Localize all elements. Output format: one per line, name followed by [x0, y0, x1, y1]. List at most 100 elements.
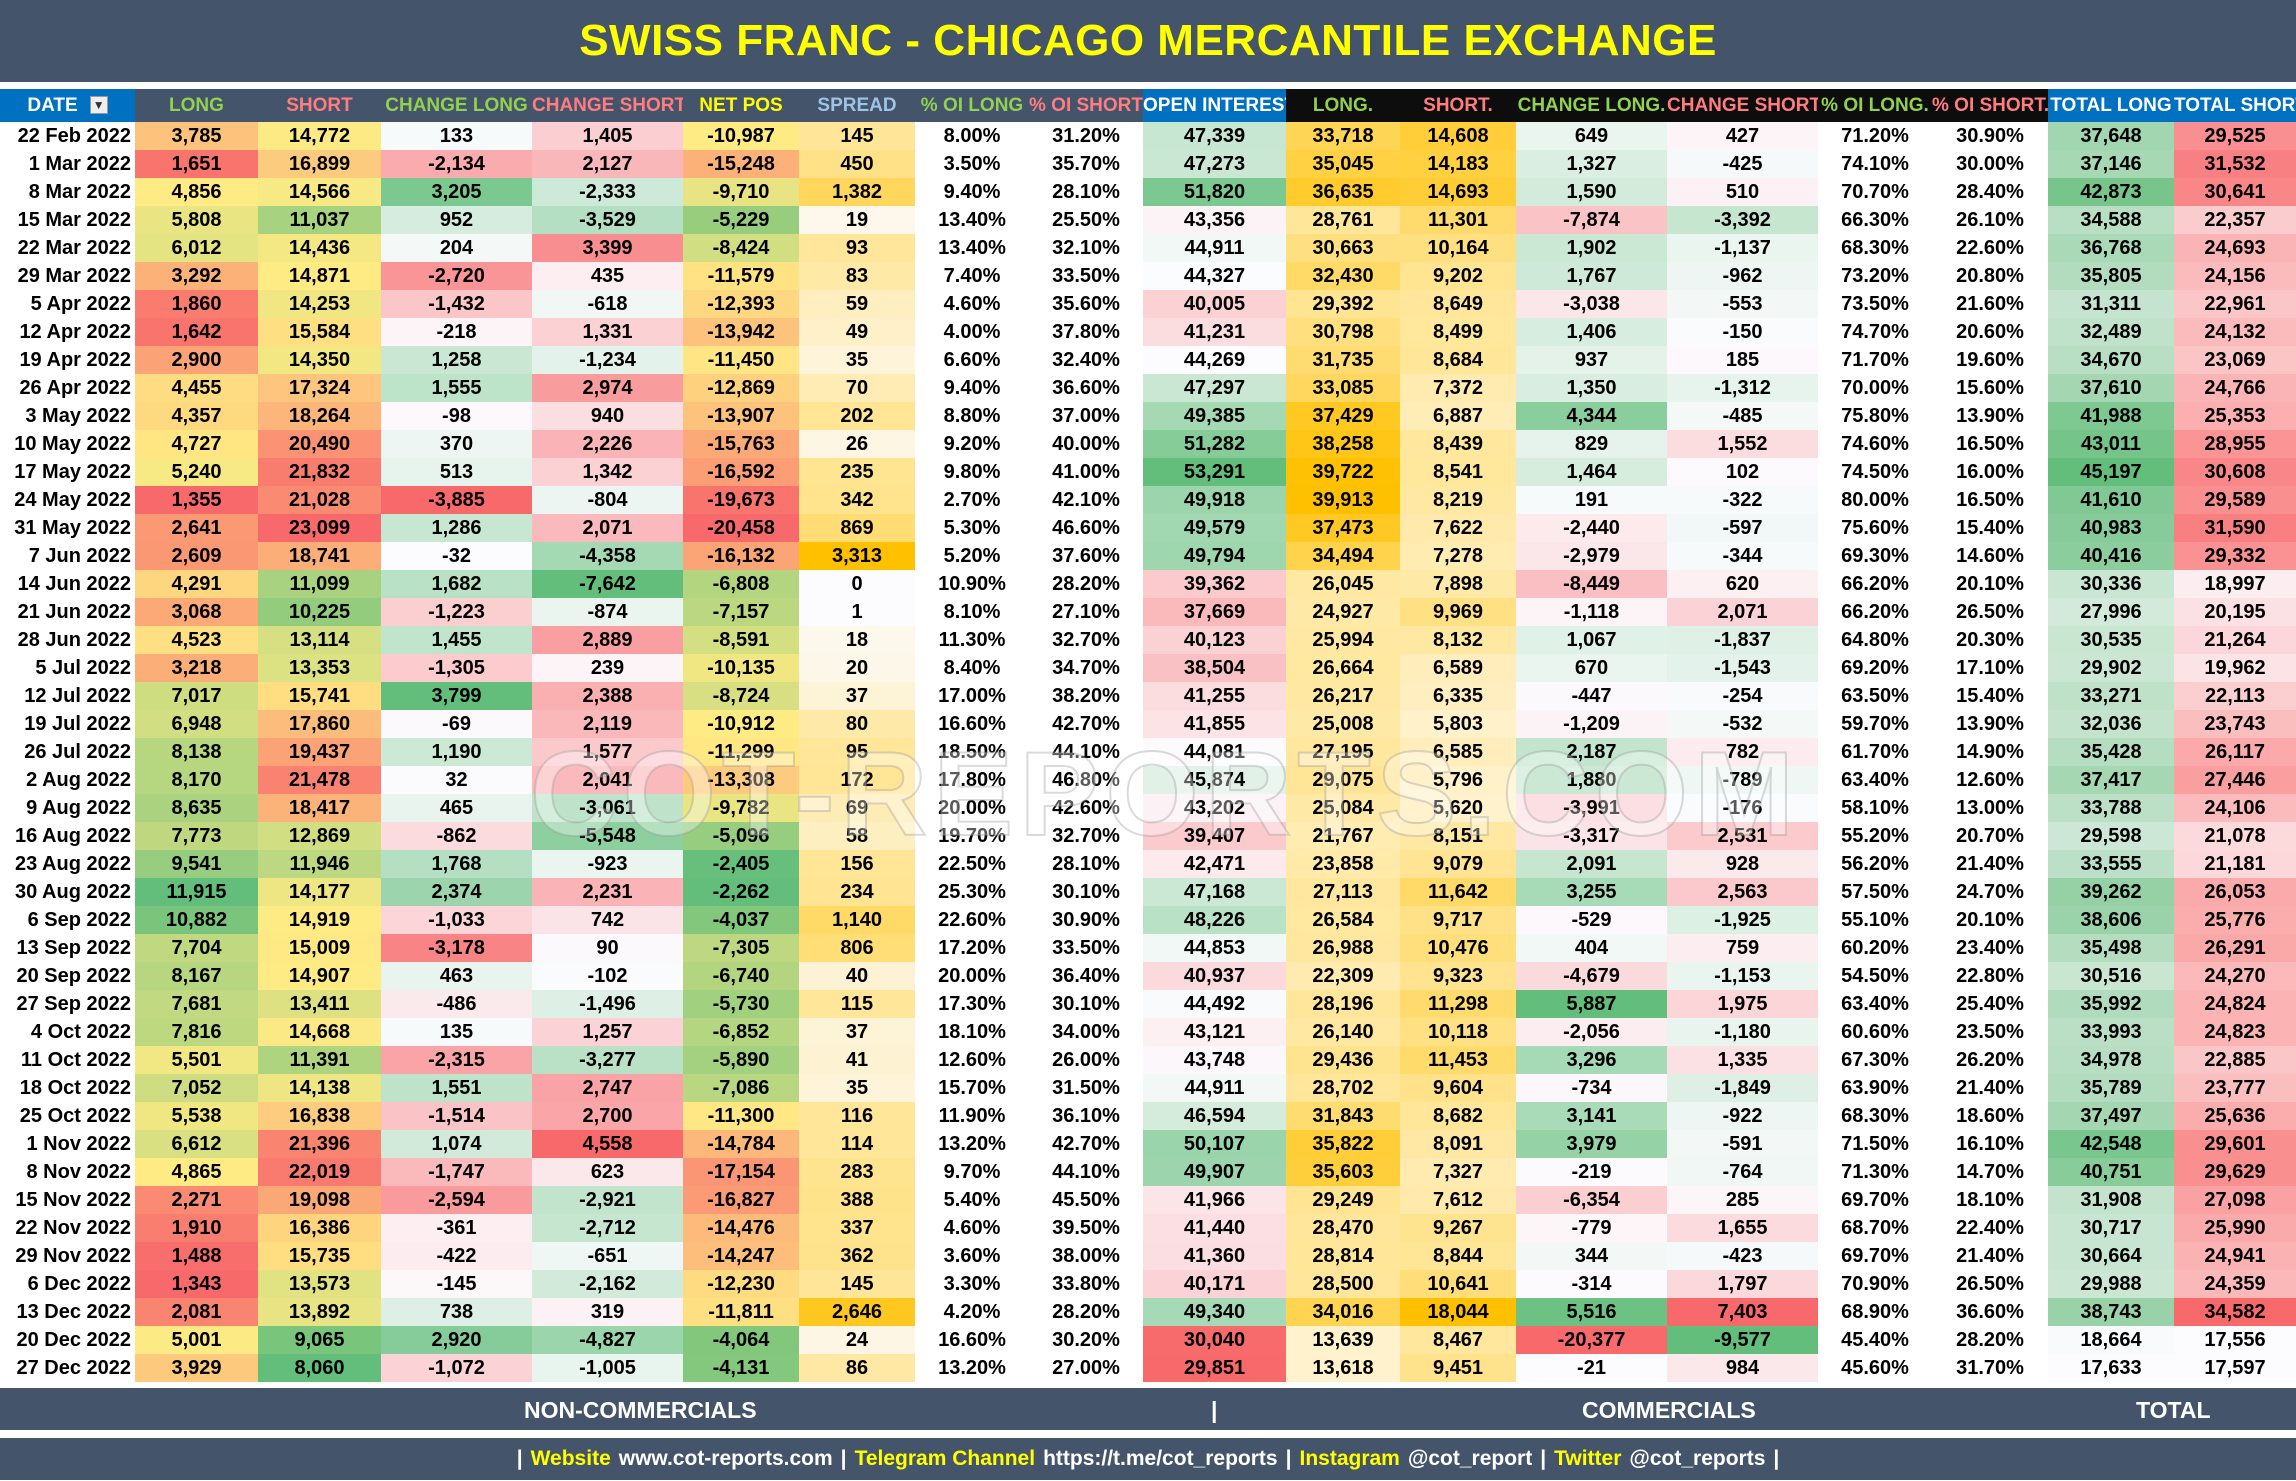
- date-cell: 25 Oct 2022: [19, 1104, 131, 1127]
- cell-short: 8,649: [1400, 290, 1516, 318]
- cell-short: 17,860: [258, 710, 381, 738]
- cell-net-pos: -6,852: [683, 1018, 799, 1046]
- cell--oi-long: 74.60%: [1841, 432, 1909, 455]
- cell-short: 14,566: [258, 178, 381, 206]
- cell-spread: 114: [799, 1130, 915, 1158]
- cell-open-interest: 47,273: [1143, 150, 1286, 178]
- table-row: 18 Oct 2022 7,052 14,138 1,551 2,747 -7,086 35…: [0, 1074, 2296, 1102]
- cell-total-long: 39,262: [2048, 878, 2174, 906]
- cell-change-short: 928: [1667, 850, 1818, 878]
- cell-change-long: -2,440: [1516, 514, 1667, 542]
- twitter-link[interactable]: @cot_reports: [1629, 1447, 1766, 1470]
- cell-long: 33,085: [1286, 374, 1400, 402]
- cell-change-short: 2,127: [532, 150, 683, 178]
- cell-change-short: -591: [1667, 1130, 1818, 1158]
- header-row: DATE ▼ LONG SHORT CHANGE LONG CHANGE SHORT NET…: [0, 89, 2296, 122]
- cell--oi-short: 34.00%: [1052, 1020, 1120, 1043]
- cell-total-long: 40,983: [2048, 514, 2174, 542]
- cell--oi-short: 27.10%: [1052, 600, 1120, 623]
- cell-change-long: 1,551: [381, 1074, 532, 1102]
- cell--oi-short: 20.10%: [1956, 908, 2024, 931]
- cell-change-short: -423: [1667, 1242, 1818, 1270]
- cell-change-long: -2,056: [1516, 1018, 1667, 1046]
- cell-change-long: 4,344: [1516, 402, 1667, 430]
- cell-long: 7,816: [135, 1018, 258, 1046]
- cell-change-long: 738: [381, 1298, 532, 1326]
- cell--oi-short: 28.10%: [1052, 180, 1120, 203]
- cell-short: 8,684: [1400, 346, 1516, 374]
- cell-short: 18,741: [258, 542, 381, 570]
- cell--oi-short: 21.40%: [1956, 1076, 2024, 1099]
- cell-change-short: -597: [1667, 514, 1818, 542]
- cell-change-short: -254: [1667, 682, 1818, 710]
- cell--oi-short: 37.60%: [1052, 544, 1120, 567]
- cell-spread: 172: [799, 766, 915, 794]
- cell-change-long: -32: [381, 542, 532, 570]
- cell-change-short: -3,277: [532, 1046, 683, 1074]
- cell-long: 3,785: [135, 122, 258, 150]
- cell-long: 7,773: [135, 822, 258, 850]
- cell-change-long: 133: [381, 122, 532, 150]
- cell-change-long: 1,074: [381, 1130, 532, 1158]
- cell-short: 13,114: [258, 626, 381, 654]
- cell-short: 13,573: [258, 1270, 381, 1298]
- cell-total-long: 29,988: [2048, 1270, 2174, 1298]
- cell-total-long: 38,606: [2048, 906, 2174, 934]
- date-cell: 19 Jul 2022: [24, 712, 131, 735]
- cell-change-short: -9,577: [1667, 1326, 1818, 1354]
- cell-total-short: 26,117: [2174, 738, 2296, 766]
- cell-change-long: 1,286: [381, 514, 532, 542]
- cell--oi-long: 8.10%: [943, 600, 1001, 623]
- cell-change-short: 102: [1667, 458, 1818, 486]
- cell--oi-short: 44.10%: [1052, 740, 1120, 763]
- cell--oi-long: 8.00%: [943, 124, 1001, 147]
- date-cell: 20 Dec 2022: [16, 1328, 131, 1351]
- cell--oi-short: 22.60%: [1956, 236, 2024, 259]
- cell-spread: 145: [799, 122, 915, 150]
- column-header-total-long: TOTAL LONG: [2048, 89, 2174, 122]
- website-link[interactable]: www.cot-reports.com: [618, 1447, 833, 1470]
- cell--oi-short: 24.70%: [1956, 880, 2024, 903]
- cell--oi-short: 36.10%: [1052, 1104, 1120, 1127]
- cell--oi-long: 63.40%: [1841, 992, 1909, 1015]
- table-row: 11 Oct 2022 5,501 11,391 -2,315 -3,277 -5,890…: [0, 1046, 2296, 1074]
- cell--oi-long: 64.80%: [1841, 628, 1909, 651]
- cell-long: 29,075: [1286, 766, 1400, 794]
- cell--oi-long: 7.40%: [943, 264, 1001, 287]
- cell-spread: 35: [799, 1074, 915, 1102]
- date-cell: 1 Nov 2022: [26, 1132, 131, 1155]
- filter-dropdown-icon[interactable]: ▼: [89, 96, 108, 115]
- cell--oi-short: 35.60%: [1052, 292, 1120, 315]
- cell--oi-long: 55.20%: [1841, 824, 1909, 847]
- date-cell: 12 Apr 2022: [19, 320, 131, 343]
- cell--oi-long: 75.60%: [1841, 516, 1909, 539]
- cell-spread: 202: [799, 402, 915, 430]
- cell-net-pos: -12,393: [683, 290, 799, 318]
- cell-spread: 115: [799, 990, 915, 1018]
- table-row: 31 May 2022 2,641 23,099 1,286 2,071 -20,458 8…: [0, 514, 2296, 542]
- instagram-link[interactable]: @cot_report: [1407, 1447, 1533, 1470]
- cell-net-pos: -11,300: [683, 1102, 799, 1130]
- cell-long: 24,927: [1286, 598, 1400, 626]
- date-cell: 8 Mar 2022: [28, 180, 131, 203]
- cell-change-long: 3,799: [381, 682, 532, 710]
- cell-spread: 95: [799, 738, 915, 766]
- cell-change-short: -344: [1667, 542, 1818, 570]
- cell-net-pos: -19,673: [683, 486, 799, 514]
- cell-long: 5,501: [135, 1046, 258, 1074]
- cell-change-long: -218: [381, 318, 532, 346]
- cell-long: 23,858: [1286, 850, 1400, 878]
- cell-spread: 37: [799, 1018, 915, 1046]
- column-header-date[interactable]: DATE ▼: [0, 89, 135, 122]
- telegram-link[interactable]: https://t.me/cot_reports: [1043, 1447, 1278, 1470]
- cell-open-interest: 44,081: [1143, 738, 1286, 766]
- column-header-label: NET POS: [699, 94, 783, 116]
- cell--oi-short: 26.50%: [1956, 600, 2024, 623]
- cell--oi-short: 32.10%: [1052, 236, 1120, 259]
- cell-open-interest: 40,123: [1143, 626, 1286, 654]
- cell--oi-short: 31.20%: [1052, 124, 1120, 147]
- cell--oi-long: 74.70%: [1841, 320, 1909, 343]
- cell--oi-short: 37.80%: [1052, 320, 1120, 343]
- cell-change-short: 2,747: [532, 1074, 683, 1102]
- cell-short: 14,436: [258, 234, 381, 262]
